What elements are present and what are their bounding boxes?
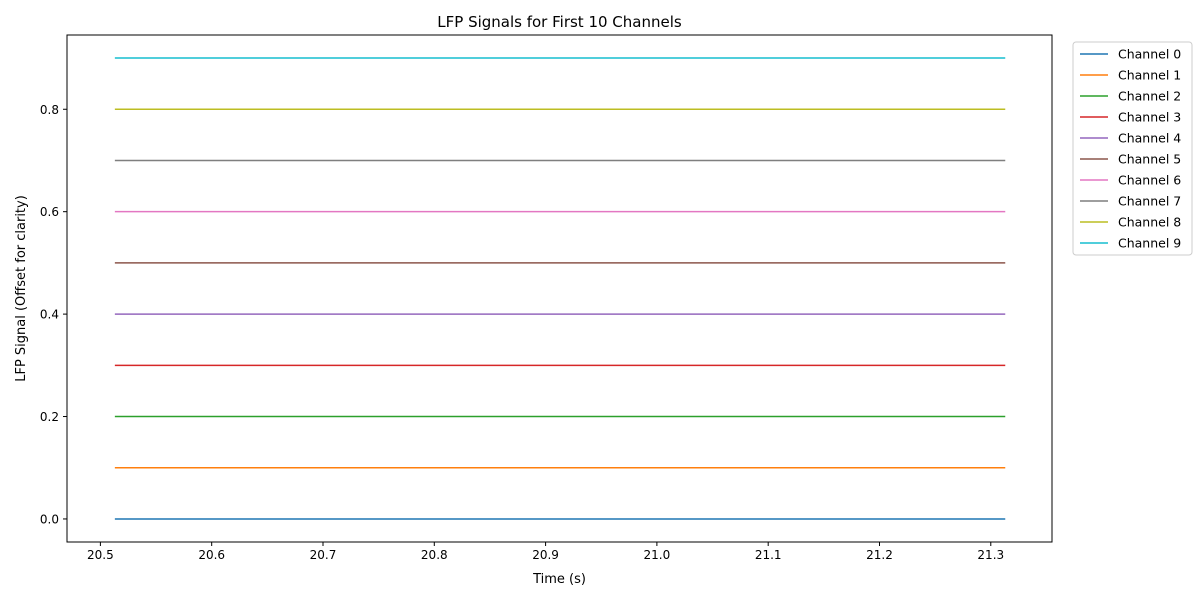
- y-tick-label: 0.4: [40, 308, 59, 322]
- legend-label: Channel 8: [1118, 215, 1181, 230]
- x-tick-label: 20.5: [87, 548, 114, 562]
- legend-label: Channel 5: [1118, 152, 1181, 167]
- x-axis-label: Time (s): [532, 572, 586, 587]
- series-group: [114, 57, 1006, 520]
- x-axis: 20.5 20.6 20.7 20.8 20.9 21.0 21.1 21.2 21.3: [87, 542, 1004, 562]
- y-tick-label: 0.0: [40, 512, 59, 526]
- legend-items: Channel 0 Channel 1 Channel 2 Channel 3 Chan…: [1080, 47, 1181, 251]
- plot-frame: [66, 34, 1053, 543]
- x-tick-label: 20.9: [532, 548, 559, 562]
- x-tick-label: 21.0: [644, 548, 671, 562]
- x-tick-label: 20.7: [310, 548, 337, 562]
- plot-area: [66, 34, 1053, 543]
- y-tick-label: 0.8: [40, 103, 59, 117]
- legend-label: Channel 4: [1118, 131, 1181, 146]
- legend-label: Channel 9: [1118, 236, 1181, 251]
- y-tick-label: 0.2: [40, 410, 59, 424]
- chart-title: LFP Signals for First 10 Channels: [437, 13, 682, 31]
- y-tick-label: 0.6: [40, 205, 59, 219]
- y-axis: 0.0 0.2 0.4 0.6 0.8: [40, 103, 67, 526]
- legend: Channel 0 Channel 1 Channel 2 Channel 3 Chan…: [1072, 41, 1193, 256]
- legend-label: Channel 3: [1118, 110, 1181, 125]
- legend-label: Channel 2: [1118, 89, 1181, 104]
- legend-label: Channel 6: [1118, 173, 1181, 188]
- x-tick-label: 20.8: [421, 548, 448, 562]
- y-axis-label: LFP Signal (Offset for clarity): [14, 195, 29, 382]
- legend-label: Channel 1: [1118, 68, 1181, 83]
- legend-label: Channel 0: [1118, 47, 1181, 62]
- x-tick-label: 21.3: [977, 548, 1004, 562]
- legend-label: Channel 7: [1118, 194, 1181, 209]
- x-tick-label: 21.2: [866, 548, 893, 562]
- x-tick-label: 21.1: [755, 548, 782, 562]
- x-tick-label: 20.6: [198, 548, 225, 562]
